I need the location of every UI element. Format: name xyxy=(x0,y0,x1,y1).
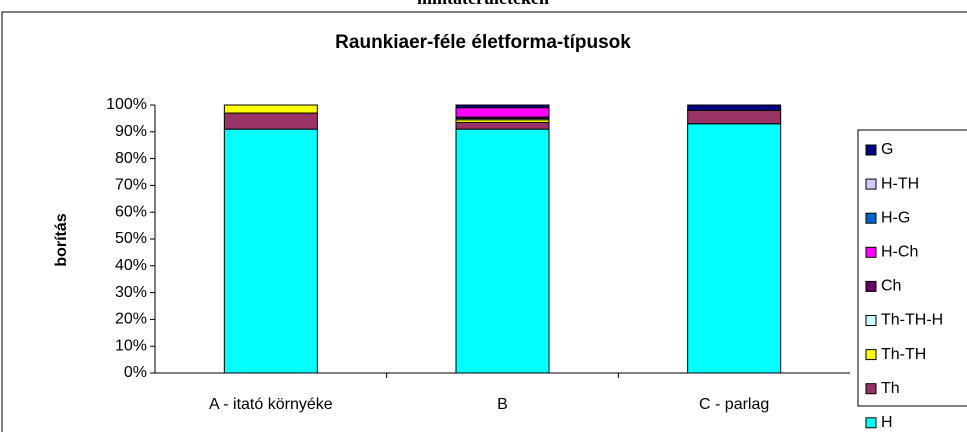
legend-swatch xyxy=(865,280,877,292)
x-tick-label: B xyxy=(497,396,508,413)
y-axis-label: borítás xyxy=(53,213,70,266)
bar-segment xyxy=(223,112,318,130)
legend-swatch xyxy=(865,246,877,258)
legend-label: H-G xyxy=(881,209,910,226)
legend-swatch xyxy=(865,383,877,395)
bar-segment xyxy=(455,121,550,130)
bar-segment xyxy=(687,123,782,374)
x-tick-label: A - itató környéke xyxy=(209,396,333,413)
legend-swatch xyxy=(865,417,877,429)
legend-label: Th-TH-H xyxy=(881,312,943,329)
bar-segment xyxy=(455,128,550,374)
x-tick-label: C - parlag xyxy=(699,396,769,413)
y-tick-label: 20% xyxy=(115,311,147,328)
y-tick-label: 30% xyxy=(115,284,147,301)
header-text: mintaterületeken xyxy=(417,0,549,8)
y-tick-label: 60% xyxy=(115,203,147,220)
y-tick-label: 100% xyxy=(106,96,147,113)
legend-label: Ch xyxy=(881,278,901,295)
legend-label: Th xyxy=(881,380,900,397)
legend-label: H-Ch xyxy=(881,244,918,261)
bar-segment xyxy=(223,128,318,374)
y-tick-label: 80% xyxy=(115,150,147,167)
legend-label: G xyxy=(881,141,893,158)
bar-segment xyxy=(687,109,782,125)
legend-box xyxy=(857,129,967,407)
y-tick-label: 50% xyxy=(115,230,147,247)
legend-swatch xyxy=(865,178,877,190)
legend-swatch xyxy=(865,212,877,224)
y-tick-label: 0% xyxy=(124,364,147,381)
legend-label: H xyxy=(881,414,893,431)
bar-segment xyxy=(455,107,550,118)
bar-segment xyxy=(223,104,318,114)
y-tick-label: 70% xyxy=(115,177,147,194)
y-tick-label: 10% xyxy=(115,337,147,354)
y-tick-label: 90% xyxy=(115,123,147,140)
legend-swatch xyxy=(865,315,877,326)
legend-label: Th-TH xyxy=(881,346,926,363)
legend-swatch xyxy=(865,144,877,156)
bar-segment xyxy=(687,104,782,111)
bar-segment xyxy=(455,104,550,109)
legend-label: H-TH xyxy=(881,175,919,192)
legend-swatch xyxy=(865,349,877,361)
chart-title: Raunkiaer-féle életforma-típusok xyxy=(335,32,631,53)
y-tick-label: 40% xyxy=(115,257,147,274)
